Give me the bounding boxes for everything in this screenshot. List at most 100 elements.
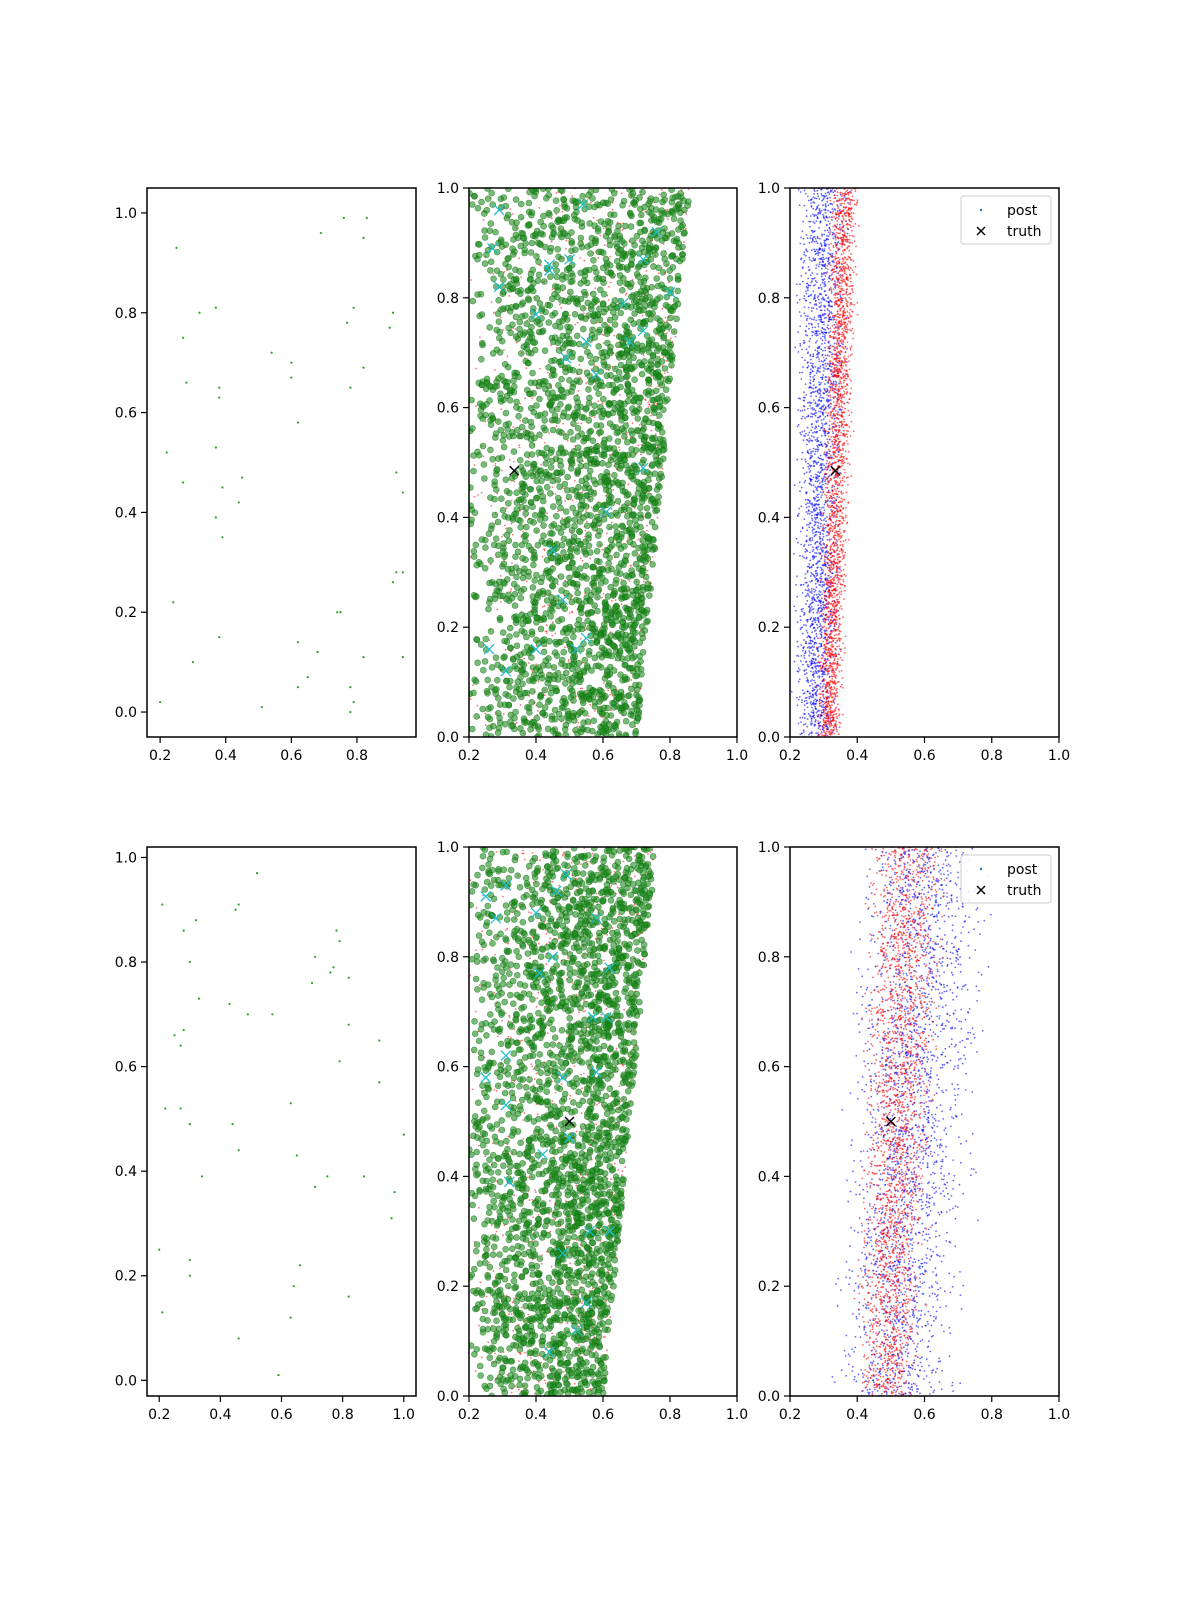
point (500, 601, 503, 603)
point (823, 331, 826, 334)
point (609, 381, 616, 389)
point (575, 597, 583, 605)
point (595, 390, 602, 398)
point (809, 660, 811, 663)
point (804, 383, 807, 386)
point (493, 685, 500, 693)
point-marker (493, 281, 505, 293)
point (668, 330, 671, 332)
point (814, 197, 816, 200)
point (801, 415, 804, 418)
point (650, 403, 657, 411)
point (808, 220, 811, 223)
point (807, 401, 809, 404)
point (609, 281, 612, 284)
point (615, 730, 623, 737)
point (502, 476, 510, 484)
point (818, 625, 821, 628)
point (644, 534, 652, 541)
point (808, 522, 811, 524)
point (819, 454, 822, 457)
point (819, 543, 822, 546)
point (549, 565, 557, 573)
point (527, 469, 535, 477)
point (587, 598, 594, 605)
point (666, 343, 674, 351)
point (290, 361, 293, 364)
point (837, 361, 839, 364)
point (486, 579, 493, 587)
point (604, 363, 612, 371)
point (542, 606, 544, 608)
point (595, 586, 603, 593)
point (614, 599, 617, 601)
point (531, 511, 539, 519)
point (581, 559, 584, 562)
point (661, 255, 669, 263)
point (666, 209, 669, 211)
point (526, 390, 534, 398)
point (606, 400, 613, 407)
point (806, 529, 808, 532)
point (512, 196, 520, 203)
point (609, 309, 617, 316)
point (349, 685, 352, 689)
point (601, 611, 609, 618)
point (823, 519, 825, 521)
point (801, 451, 804, 454)
point (635, 708, 643, 716)
point (641, 320, 649, 328)
point (627, 537, 629, 539)
point (807, 713, 810, 715)
point (628, 567, 635, 574)
point (518, 541, 526, 549)
point (640, 444, 648, 452)
point (551, 486, 554, 488)
point (559, 275, 566, 283)
point (647, 401, 650, 404)
point (803, 472, 806, 475)
point (540, 278, 548, 285)
point (518, 660, 526, 668)
point (553, 267, 560, 274)
point (569, 504, 577, 512)
point (513, 398, 520, 406)
point (527, 644, 535, 652)
point (823, 304, 825, 307)
point (554, 632, 557, 635)
point (812, 588, 815, 591)
point (810, 407, 813, 410)
point (822, 514, 825, 517)
point (540, 437, 543, 440)
y-tick-label: 0.2 (115, 605, 137, 621)
point (631, 376, 638, 384)
point (820, 288, 823, 290)
point (592, 503, 600, 511)
point (616, 279, 624, 287)
point (221, 486, 224, 489)
point (804, 551, 807, 553)
point (820, 487, 823, 489)
point (621, 322, 629, 329)
point (666, 275, 674, 282)
x-tick-label: 0.6 (280, 748, 302, 764)
point (798, 298, 801, 301)
point (793, 484, 796, 486)
point (626, 538, 634, 546)
point (599, 300, 607, 307)
point (538, 449, 546, 457)
point (517, 213, 525, 221)
point (517, 517, 524, 525)
point (602, 486, 610, 494)
point (810, 624, 813, 627)
point-marker (557, 594, 569, 606)
point (554, 494, 562, 502)
point (630, 500, 638, 508)
point (505, 692, 512, 700)
point (828, 424, 831, 427)
point (824, 290, 826, 293)
point (577, 721, 580, 724)
point (796, 696, 798, 699)
point (547, 449, 555, 457)
point (627, 427, 635, 434)
